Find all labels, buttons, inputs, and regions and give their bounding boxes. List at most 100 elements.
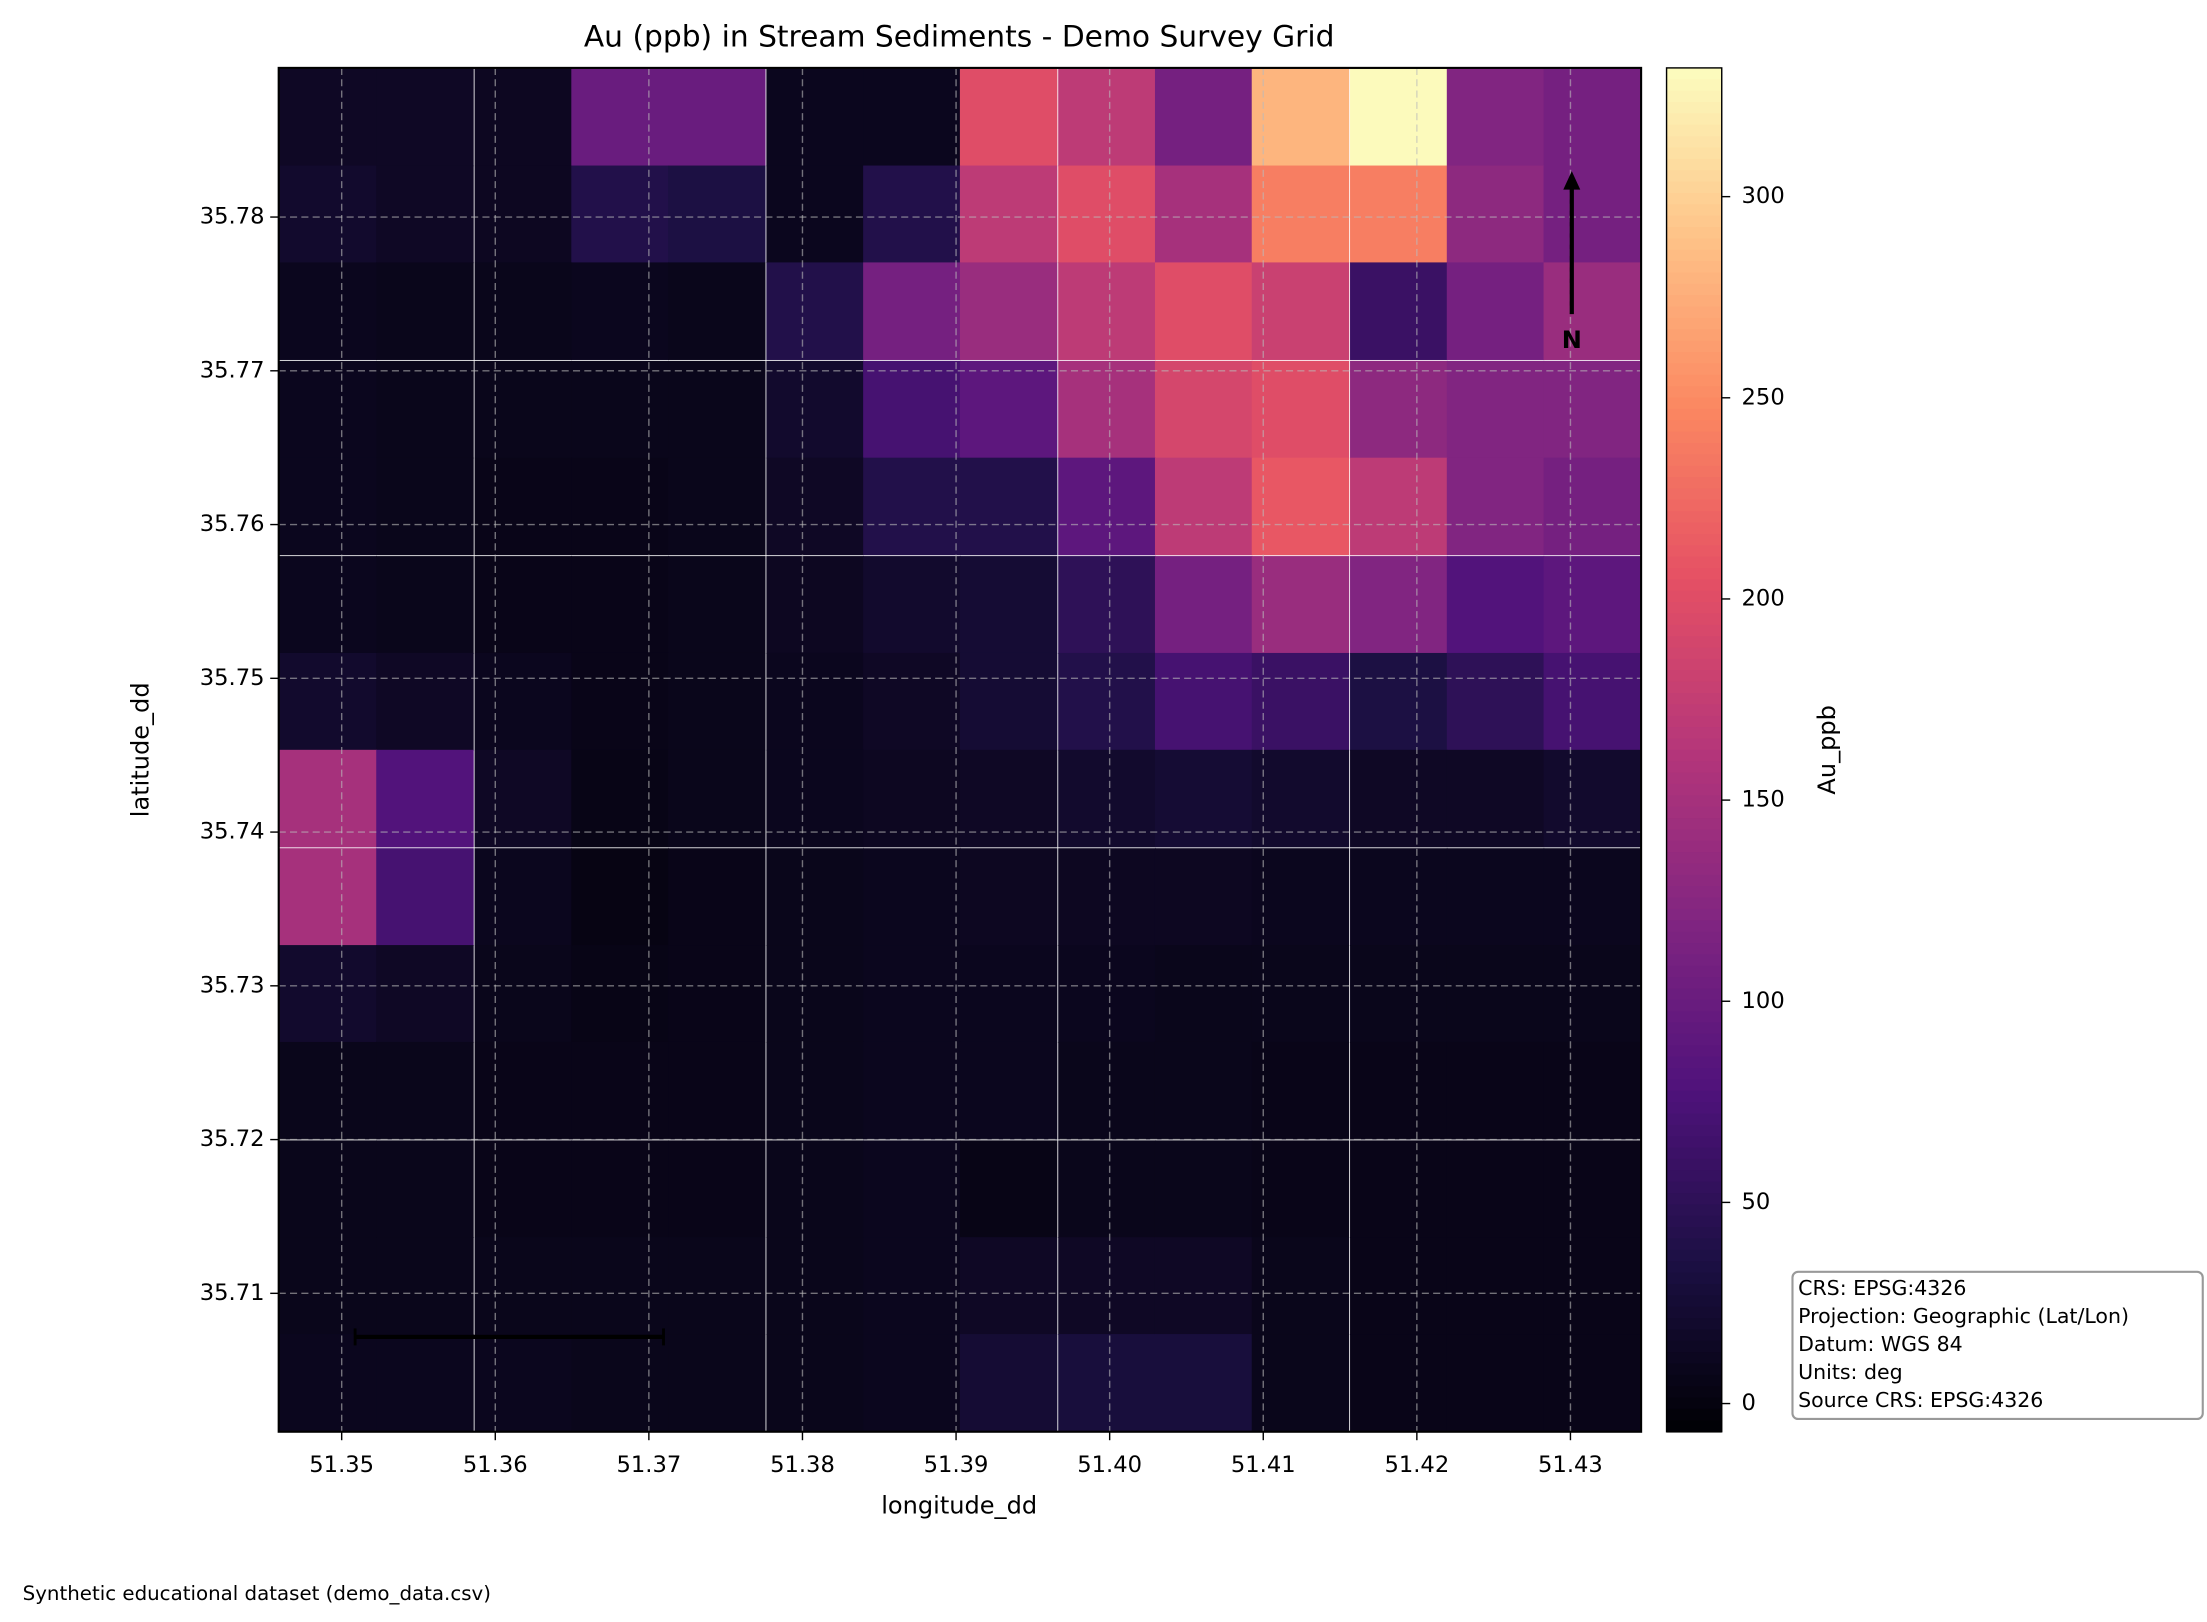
colorbar-swatch	[1666, 749, 1722, 763]
heatmap-cell	[1446, 556, 1545, 654]
heatmap-cell	[1350, 749, 1448, 848]
heatmap-cell	[571, 945, 669, 1043]
colorbar-swatch	[1666, 602, 1722, 615]
heatmap-cell	[279, 360, 377, 459]
heatmap-cell	[1154, 1237, 1253, 1335]
heatmap-cell	[766, 1237, 864, 1335]
colorbar-tick-label: 150	[1742, 787, 1785, 813]
colorbar-swatch	[1666, 852, 1722, 865]
colorbar-swatch	[1666, 1102, 1722, 1115]
heatmap-cell	[1350, 1334, 1448, 1432]
heatmap-cell	[959, 457, 1058, 556]
heatmap-cell	[668, 1237, 766, 1335]
colorbar-tick-label: 50	[1742, 1189, 1771, 1215]
colorbar-frame	[1665, 67, 1723, 1433]
colorbar	[1666, 67, 1722, 1433]
heatmap-cell	[1154, 1140, 1253, 1238]
heatmap-cell	[1446, 1041, 1545, 1140]
heatmap-cell	[766, 457, 864, 556]
y-tick-label: 35.74	[200, 819, 265, 845]
colorbar-swatch	[1666, 829, 1722, 842]
heatmap-cell	[376, 945, 474, 1043]
colorbar-swatch	[1666, 79, 1722, 92]
colorbar-tick-label: 250	[1742, 384, 1785, 410]
colorbar-swatch	[1666, 102, 1722, 115]
colorbar-swatch	[1666, 863, 1722, 876]
heatmap-cell	[376, 749, 474, 848]
colorbar-swatch	[1666, 147, 1722, 160]
heatmap-cell	[1446, 457, 1545, 556]
heatmap-cell	[279, 262, 377, 360]
grid	[278, 67, 1642, 1432]
heatmap-cell	[766, 360, 864, 459]
x-axis-label: longitude_dd	[881, 1492, 1037, 1520]
colorbar-swatch	[1666, 1033, 1722, 1047]
colorbar-swatch	[1666, 545, 1722, 558]
colorbar-swatch	[1666, 931, 1722, 944]
heatmap-cell	[279, 1041, 377, 1140]
colorbar-swatch	[1666, 272, 1722, 285]
heatmap-cell	[376, 68, 474, 167]
heatmap-cell	[1251, 1334, 1350, 1432]
heatmap-cell	[1350, 556, 1448, 654]
y-tick-label: 35.73	[200, 972, 265, 998]
colorbar-swatch	[1666, 761, 1722, 774]
heatmap-cell	[474, 945, 573, 1043]
crs-line: Projection: Geographic (Lat/Lon)	[1798, 1304, 2129, 1328]
colorbar-swatch	[1666, 965, 1722, 978]
colorbar-swatch	[1666, 67, 1722, 81]
heatmap-cell	[863, 457, 961, 556]
x-tick-label: 51.37	[616, 1452, 681, 1478]
colorbar-swatch	[1666, 738, 1722, 751]
heatmap-cell	[668, 1334, 766, 1432]
heatmap-cell	[376, 360, 474, 459]
heatmap-cell	[1350, 262, 1448, 360]
colorbar-swatch	[1666, 1249, 1722, 1263]
heatmap-cell	[766, 165, 864, 264]
heatmap-cell	[571, 68, 669, 167]
heatmap-cell	[279, 945, 377, 1043]
heatmap-cell	[376, 457, 474, 556]
heatmap-cell	[474, 848, 573, 946]
heatmap-cell	[1543, 945, 1642, 1043]
heatmap-cell	[668, 556, 766, 654]
colorbar-swatch	[1666, 1147, 1722, 1160]
heatmap-cell	[668, 1140, 766, 1238]
heatmap-cell	[279, 848, 377, 946]
heatmap-cell	[1251, 848, 1350, 946]
colorbar-swatch	[1666, 295, 1722, 308]
heatmap-cell	[1543, 1041, 1642, 1140]
colorbar-swatch	[1666, 1068, 1722, 1081]
colorbar-swatch	[1666, 1124, 1722, 1138]
heatmap-cell	[1446, 1334, 1545, 1432]
y-tick-label: 35.75	[200, 665, 265, 691]
colorbar-swatch	[1666, 442, 1722, 456]
colorbar-swatch	[1666, 1113, 1722, 1126]
heatmap-cell	[1446, 1140, 1545, 1238]
heatmap-cell	[1058, 360, 1156, 459]
colorbar-swatch	[1666, 329, 1722, 342]
heatmap-cell	[1251, 749, 1350, 848]
heatmap-cell	[863, 556, 961, 654]
colorbar-swatch	[1666, 1181, 1722, 1194]
colorbar-tick-label: 200	[1742, 585, 1785, 611]
heatmap-cell	[571, 848, 669, 946]
heatmap-cell	[959, 1140, 1058, 1238]
colorbar-swatch	[1666, 1295, 1722, 1308]
heatmap-cell	[863, 68, 961, 167]
x-tick-label: 51.43	[1538, 1452, 1603, 1478]
colorbar-swatch	[1666, 181, 1722, 194]
heatmap-cell	[376, 165, 474, 264]
heatmap-cell	[766, 652, 864, 751]
heatmap-cell	[1058, 1140, 1156, 1238]
heatmap-cell	[1543, 1140, 1642, 1238]
colorbar-swatch	[1666, 215, 1722, 228]
heatmap-cell	[1350, 1041, 1448, 1140]
heatmap-cell	[959, 556, 1058, 654]
crs-line: Datum: WGS 84	[1798, 1332, 1963, 1356]
heatmap-cell	[1446, 652, 1545, 751]
heatmap-cell	[766, 68, 864, 167]
heatmap-cell	[668, 652, 766, 751]
colorbar-swatch	[1666, 261, 1722, 274]
